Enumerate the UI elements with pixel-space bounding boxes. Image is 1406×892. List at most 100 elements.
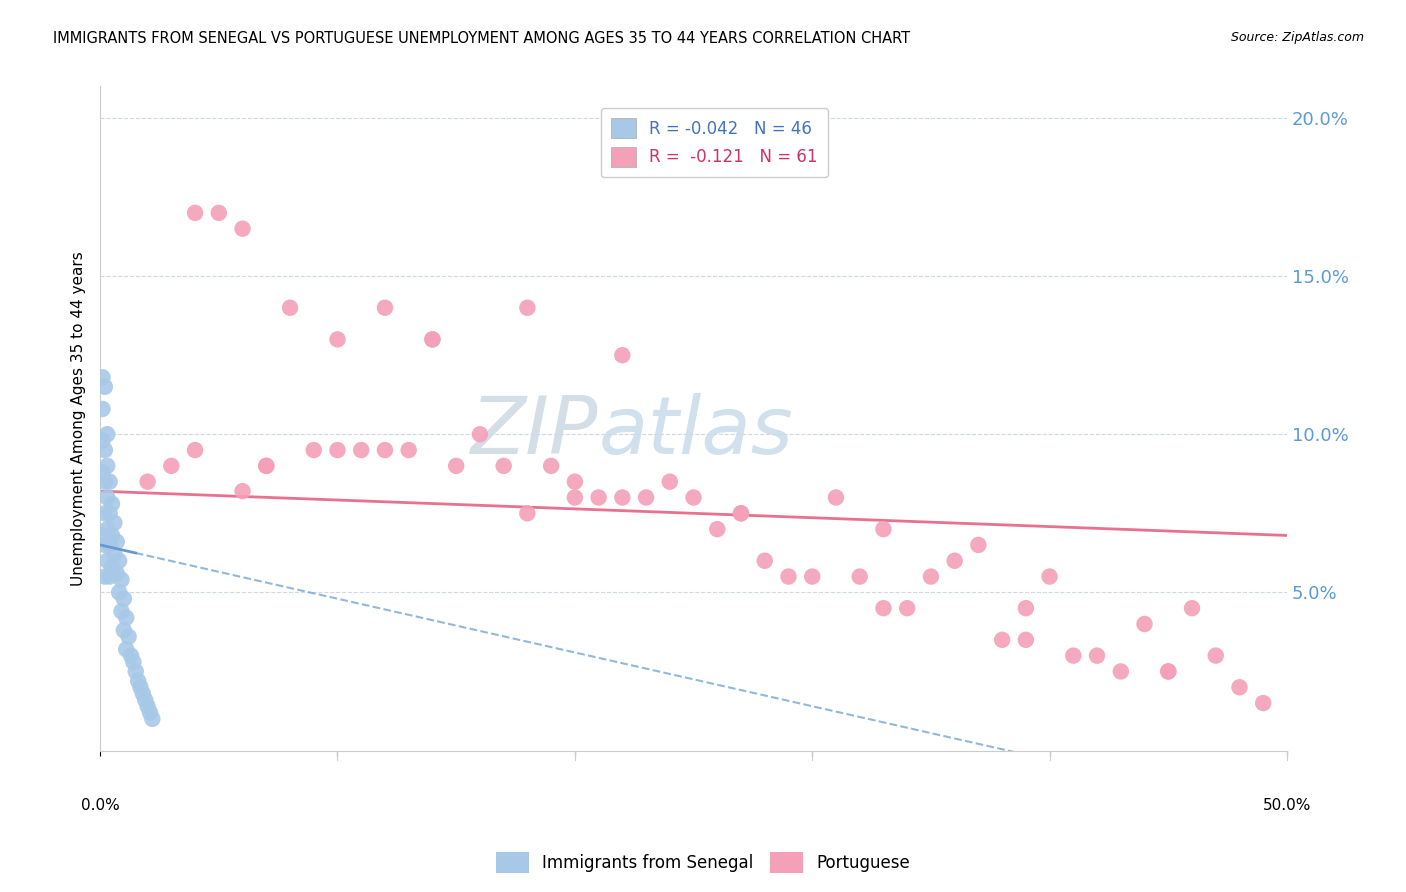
Point [1085,648,1108,663]
Text: IMMIGRANTS FROM SENEGAL VS PORTUGUESE UNEMPLOYMENT AMONG AGES 35 TO 44 YEARS COR: IMMIGRANTS FROM SENEGAL VS PORTUGUESE UN… [53,31,911,46]
Point [422,332,444,346]
Point [444,458,467,473]
Point [1015,601,1038,615]
Point [94,380,117,394]
Point [350,443,373,458]
Point [98,569,121,583]
Text: Source: ZipAtlas.com: Source: ZipAtlas.com [1230,31,1364,45]
Point [778,569,800,583]
Point [136,699,159,714]
Point [1109,665,1132,679]
Point [254,458,277,473]
Point [967,538,990,552]
Point [658,475,681,489]
Point [825,491,848,505]
Y-axis label: Unemployment Among Ages 35 to 44 years: Unemployment Among Ages 35 to 44 years [72,251,86,586]
Point [612,348,634,362]
Point [110,573,132,587]
Point [492,458,515,473]
Point [516,506,538,520]
Point [232,484,254,499]
Point [398,443,420,458]
Text: ZIP: ZIP [471,392,599,471]
Point [278,301,301,315]
Point [872,522,894,536]
Point [991,632,1014,647]
Point [706,522,728,536]
Point [612,491,634,505]
Point [91,465,114,479]
Point [94,569,117,583]
Point [1251,696,1274,710]
Point [1229,680,1251,694]
Point [1062,648,1084,663]
Point [302,443,325,458]
Point [101,497,124,511]
Point [96,491,118,505]
Point [468,427,491,442]
Point [120,648,142,663]
Point [91,401,114,416]
Point [1157,665,1180,679]
Point [115,642,138,657]
Text: 0.0%: 0.0% [80,798,120,813]
Point [374,301,396,315]
Text: 50.0%: 50.0% [1263,798,1312,813]
Legend: R = -0.042   N = 46, R =  -0.121   N = 61: R = -0.042 N = 46, R = -0.121 N = 61 [600,108,828,177]
Point [122,655,145,669]
Point [326,443,349,458]
Point [132,687,155,701]
Point [232,221,254,235]
Point [103,516,125,530]
Point [94,443,117,458]
Point [682,491,704,505]
Point [588,491,610,505]
Point [110,604,132,618]
Point [564,475,586,489]
Point [374,443,396,458]
Legend: Immigrants from Senegal, Portuguese: Immigrants from Senegal, Portuguese [489,846,917,880]
Point [115,610,138,624]
Point [540,458,562,473]
Point [91,528,114,542]
Point [184,443,207,458]
Point [1015,632,1038,647]
Point [1133,617,1156,632]
Point [943,554,966,568]
Point [98,538,121,552]
Point [134,693,156,707]
Point [94,538,117,552]
Point [139,706,162,720]
Point [112,624,135,638]
Point [730,506,752,520]
Point [96,458,118,473]
Point [112,591,135,606]
Point [91,434,114,448]
Point [1157,665,1180,679]
Point [208,206,231,220]
Point [1181,601,1204,615]
Point [108,554,131,568]
Point [136,475,159,489]
Point [254,458,277,473]
Point [91,370,114,384]
Point [129,680,152,694]
Point [105,534,128,549]
Point [117,630,139,644]
Text: atlas: atlas [599,392,793,471]
Point [160,458,183,473]
Point [108,585,131,599]
Point [516,301,538,315]
Point [920,569,942,583]
Point [422,332,444,346]
Point [1205,648,1227,663]
Point [141,712,163,726]
Point [98,475,121,489]
Point [105,566,128,581]
Point [96,427,118,442]
Point [96,554,118,568]
Point [101,560,124,574]
Point [872,601,894,615]
Point [1039,569,1062,583]
Point [103,548,125,562]
